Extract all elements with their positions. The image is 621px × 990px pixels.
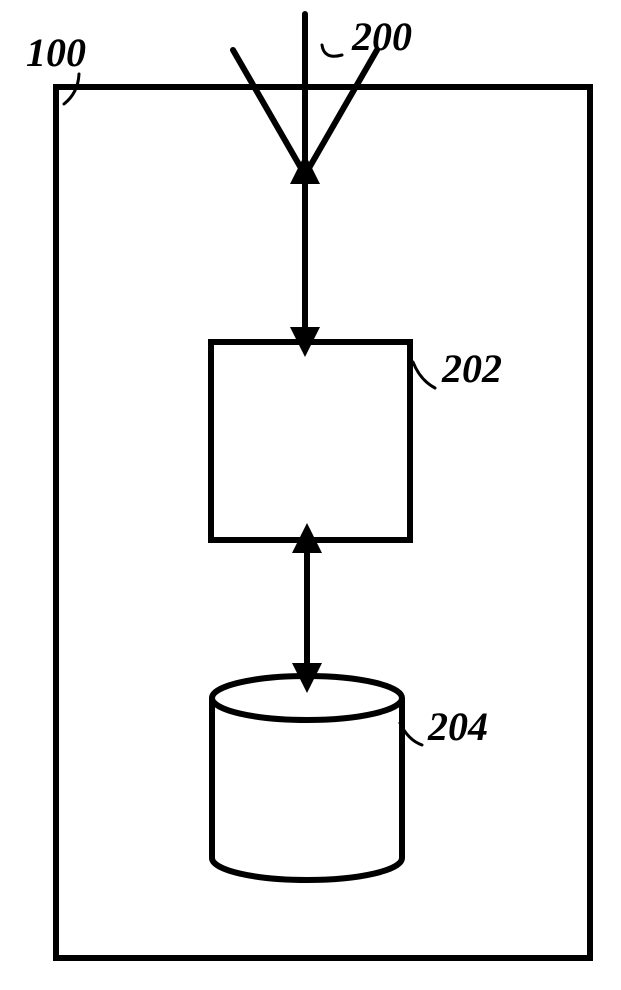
antenna-arm: [305, 50, 377, 175]
leader-antenna: [322, 45, 342, 56]
processor-box: [211, 342, 410, 540]
label-outer: 100: [26, 30, 86, 75]
label-processor: 202: [441, 346, 502, 391]
leader-processor: [413, 362, 435, 388]
antenna-arm: [233, 50, 305, 175]
label-cylinder: 204: [427, 704, 488, 749]
storage-cylinder-top: [212, 676, 402, 720]
storage-cylinder-bottom: [212, 858, 402, 880]
container-box: [56, 87, 590, 958]
label-antenna: 200: [351, 14, 412, 59]
